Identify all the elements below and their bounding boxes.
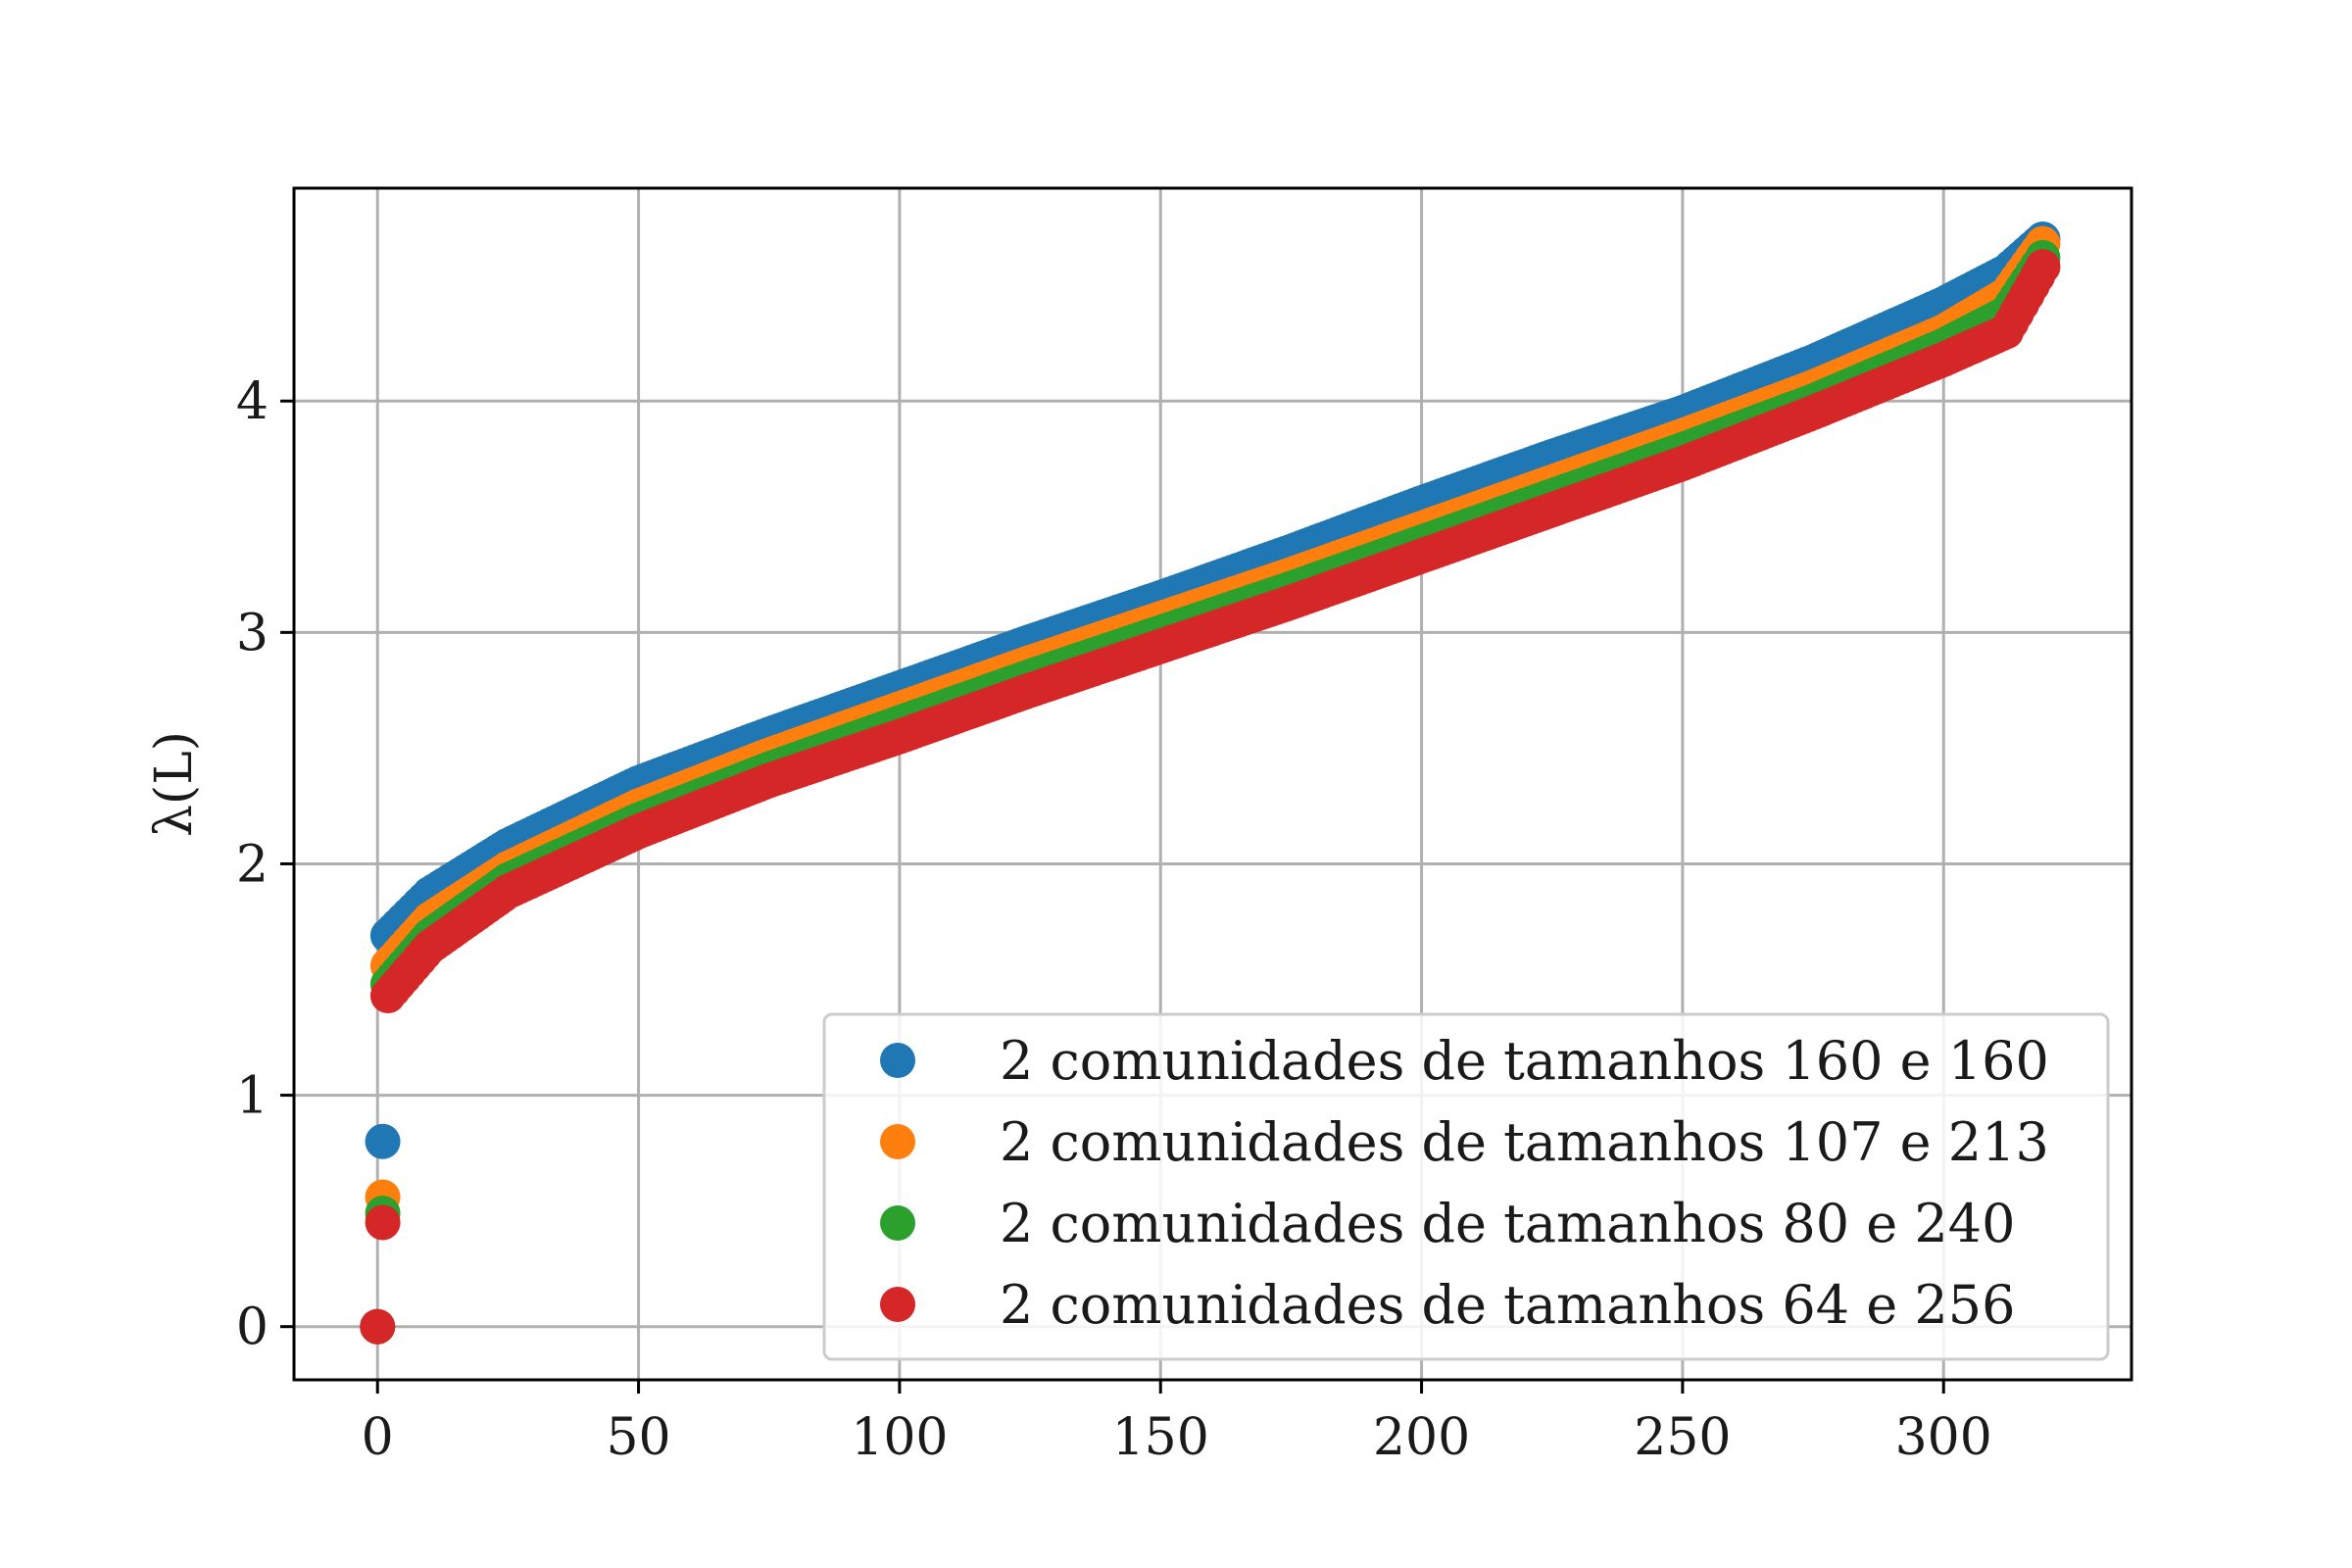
legend: 2 comunidades de tamanhos 160 e 160 2 com…: [822, 1012, 2110, 1361]
y-tick-label: 4: [236, 372, 269, 431]
y-axis-label: λ(L): [145, 731, 204, 837]
y-tick-label: 0: [236, 1298, 269, 1357]
x-tick-label: 200: [1373, 1408, 1470, 1467]
legend-marker: [880, 1124, 915, 1159]
legend-label: 2 comunidades de tamanhos 160 e 160: [1000, 1030, 2049, 1092]
data-point: [360, 1308, 396, 1345]
legend-label: 2 comunidades de tamanhos 80 e 240: [1000, 1193, 2015, 1254]
x-tick-label: 100: [851, 1408, 948, 1467]
axis-ticks: 0 50 100 150 200 250 300 0 1 2 3 4: [236, 372, 1992, 1467]
x-tick-label: 150: [1112, 1408, 1209, 1467]
x-tick-label: 0: [362, 1408, 394, 1467]
y-tick-label: 1: [236, 1067, 269, 1126]
legend-marker: [880, 1287, 915, 1322]
data-point: [365, 1123, 401, 1159]
legend-box: [822, 1012, 2110, 1361]
series-4: [360, 249, 2061, 1345]
legend-label: 2 comunidades de tamanhos 107 e 213: [1000, 1111, 2049, 1173]
x-tick-label: 300: [1895, 1408, 1992, 1467]
data-points: [360, 220, 2061, 1345]
x-tick-label: 250: [1634, 1408, 1731, 1467]
plot-frame: [292, 186, 2133, 1382]
y-tick-label: 2: [236, 835, 269, 894]
legend-marker: [880, 1205, 915, 1241]
data-point: [2025, 249, 2061, 285]
x-tick-label: 50: [606, 1408, 670, 1467]
legend-label: 2 comunidades de tamanhos 64 e 256: [1000, 1274, 2015, 1336]
y-tick-label: 3: [236, 604, 269, 662]
data-point: [365, 1204, 401, 1241]
legend-marker: [880, 1043, 915, 1078]
